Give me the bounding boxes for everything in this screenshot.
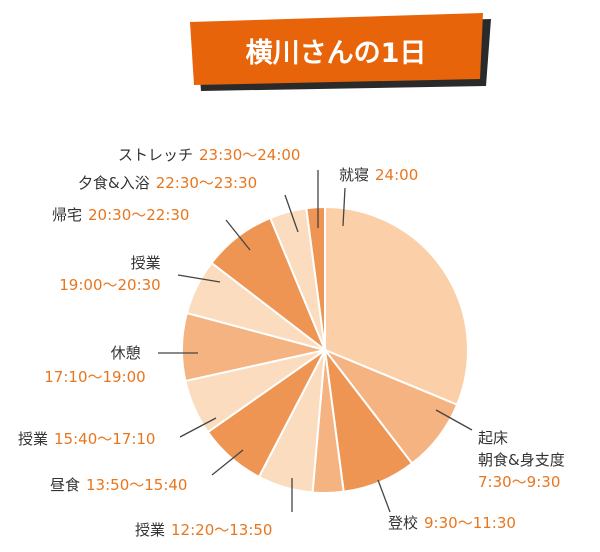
slice-label-commute: 登校 9:30〜11:30 xyxy=(388,514,516,532)
title-banner-box xyxy=(190,13,483,85)
slice-label-class-3: 授業 19:00〜20:30 xyxy=(59,254,165,294)
leader-line-return-home xyxy=(225,219,251,251)
slice-label-return-home: 帰宅 20:30〜22:30 xyxy=(52,206,189,224)
pie-slices xyxy=(181,205,469,494)
pie-slice-stretch xyxy=(305,205,326,351)
slice-label-class-2: 授業 15:40〜17:10 xyxy=(18,430,155,448)
slice-labels: ストレッチ 23:30〜24:00 就寝 24:00 夕食&入浴 22:30〜23:3… xyxy=(18,146,569,539)
leader-line-sleep xyxy=(342,187,346,227)
leader-line-lunch xyxy=(211,449,244,476)
leader-lines xyxy=(158,170,473,513)
slice-label-stretch: ストレッチ 23:30〜24:00 xyxy=(118,146,300,164)
slice-label-wake-breakfast: 起床 朝食&身支度 7:30〜9:30 xyxy=(478,429,569,491)
leader-line-class-2 xyxy=(179,417,217,438)
title-banner: 横川さんの1日 xyxy=(190,13,491,91)
leader-line-dinner-bath xyxy=(284,194,299,233)
slice-label-dinner-bath: 夕食&入浴 22:30〜23:30 xyxy=(78,174,257,192)
slice-label-lunch: 昼食 13:50〜15:40 xyxy=(50,476,187,494)
leader-line-class-3 xyxy=(177,274,221,283)
pie-slice-sleep xyxy=(324,205,469,407)
leader-line-commute xyxy=(377,479,391,513)
slice-label-sleep: 就寝 24:00 xyxy=(339,166,418,184)
slice-label-class-1: 授業 12:20〜13:50 xyxy=(135,521,272,539)
slice-label-break: 休憩 17:10〜19:00 xyxy=(44,344,145,386)
leader-line-wake-breakfast xyxy=(435,409,473,431)
chart-title: 横川さんの1日 xyxy=(246,38,427,69)
